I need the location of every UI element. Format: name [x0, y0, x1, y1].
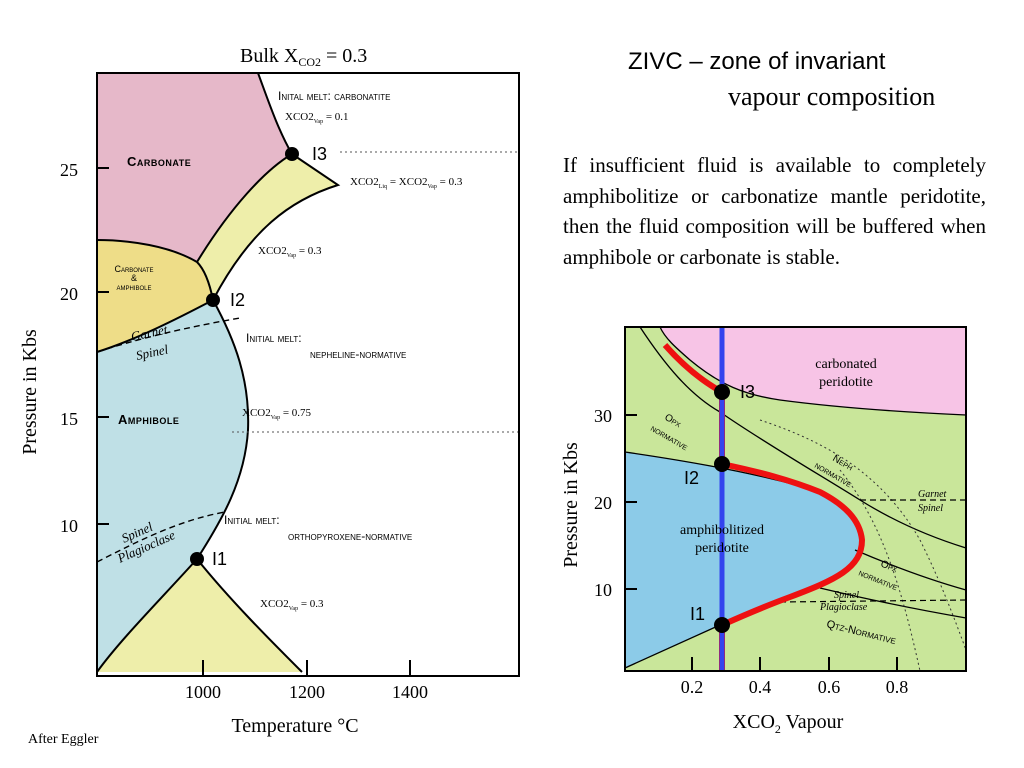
right-x-tick-label-06: 0.6 [818, 677, 841, 697]
left-x-tick-label-1000: 1000 [185, 682, 221, 702]
left-y-tick-label-10: 10 [60, 516, 78, 536]
right-carbonated-label-1: carbonated [815, 357, 876, 372]
left-x-tick-label-1400: 1400 [392, 682, 428, 702]
right-opx-top-line [639, 326, 967, 549]
right-spinel-label: Spinel [918, 503, 943, 514]
left-carb-amph-label-2: & [131, 273, 137, 283]
left-melt-nepheline-1: Initial melt: [246, 331, 302, 345]
left-y-tick-label-15: 15 [60, 409, 78, 429]
left-i2-label: I2 [230, 290, 245, 310]
left-point-i1 [190, 552, 204, 566]
title-line1: ZIVC – zone of invariant [628, 46, 885, 76]
right-amphibolitized-label-2: peridotite [695, 541, 749, 556]
left-y-tick-label-20: 20 [60, 284, 78, 304]
right-amphibolitized-field [625, 452, 862, 668]
left-xco2-03-low: XCO2Vap = 0.3 [260, 598, 324, 612]
right-amphibole-lower-boundary [624, 624, 721, 669]
left-y-axis-label: Pressure in Kbs [19, 329, 41, 455]
left-spinel-label: Spinel [135, 341, 170, 363]
right-point-i3 [714, 384, 730, 400]
right-carbonated-boundary [659, 326, 967, 416]
left-amphibole-solidus [196, 299, 250, 560]
left-y-tick-label-25: 25 [60, 160, 78, 180]
right-carbonated-label-2: peridotite [819, 375, 873, 390]
left-phase-diagram: Bulk XCO2 = 0.3 1000 1200 1400 25 20 15 … [19, 45, 520, 737]
right-amphibolitized-label-1: amphibolitized [680, 523, 764, 538]
right-point-i1 [714, 617, 730, 633]
left-carbonate-field [97, 73, 292, 262]
left-upper-melt-field [197, 154, 338, 300]
left-xco2-075: XCO2Vap = 0.75 [242, 407, 312, 421]
left-melt-opx-1: Initial melt: [224, 513, 280, 527]
right-point-i2 [714, 456, 730, 472]
right-garnet-label: Garnet [918, 489, 947, 500]
right-plagioclase-label: Plagioclase [819, 602, 868, 613]
title-line2: vapour composition [728, 82, 936, 111]
left-i1-label: I1 [212, 549, 227, 569]
right-i2-label: I2 [684, 468, 699, 488]
left-carbonate-melt-boundary [196, 153, 293, 263]
right-x-tick-label-02: 0.2 [681, 677, 704, 697]
right-opx-qtz-line [819, 587, 967, 619]
credit-text: After Eggler [28, 732, 99, 747]
left-xco2-03-mid: XCO2Vap = 0.3 [258, 245, 322, 259]
left-x-axis-label: Temperature °C [231, 715, 358, 737]
left-xco2-01: XCO2Vap = 0.1 [285, 111, 349, 125]
left-melt-nepheline-2: nepheline-normative [310, 347, 406, 361]
right-y-tick-label-10: 10 [594, 580, 612, 600]
left-xco2-liq-vap: XCO2Liq = XCO2Vap = 0.3 [350, 176, 463, 190]
right-spinel-low-label: Spinel [834, 590, 859, 601]
left-melt-carbonatite: Inital melt: carbonatite [278, 89, 390, 103]
left-amphibole-label: Amphibole [118, 412, 179, 427]
left-carbonate-label: Carbonate [127, 154, 191, 169]
right-x-tick-label-04: 0.4 [749, 677, 772, 697]
right-y-tick-label-20: 20 [594, 493, 612, 513]
left-carbonate-amphibole-field [97, 240, 213, 352]
right-dotted-line-1 [759, 419, 967, 651]
description-paragraph: If insufficient fluid is available to co… [563, 153, 986, 269]
right-phase-diagram: I3 I2 I1 carbonated peridotite amphiboli… [560, 326, 967, 736]
left-carb-amph-top-boundary [96, 239, 214, 301]
left-point-i3 [285, 147, 299, 161]
left-point-i2 [206, 293, 220, 307]
left-spinel-plagioclase-line [96, 511, 226, 563]
right-x-axis-label: XCO2 Vapour [733, 711, 844, 736]
right-x-tick-label-08: 0.8 [886, 677, 909, 697]
left-x-tick-label-1200: 1200 [289, 682, 325, 702]
left-title: Bulk XCO2 = 0.3 [240, 45, 367, 69]
left-i3-right-boundary [212, 153, 341, 301]
right-neph-opx-line [854, 549, 967, 591]
left-lower-boundary-left [96, 558, 198, 673]
right-y-axis-label: Pressure in Kbs [560, 442, 582, 568]
left-garnet-spinel-line [96, 317, 241, 353]
left-amphibole-field [97, 300, 249, 672]
left-i3-label: I3 [312, 144, 327, 164]
left-carb-amph-label-3: amphibole [116, 282, 151, 292]
left-melt-opx-2: orthopyroxene-normative [288, 529, 412, 543]
right-y-tick-label-30: 30 [594, 406, 612, 426]
right-spinel-plag-line [779, 599, 967, 603]
left-lower-boundary-right [196, 558, 303, 673]
left-carb-amph-label-1: Carbonate [114, 264, 153, 274]
left-carbonatite-boundary [257, 72, 293, 155]
right-dotted-line-2 [839, 469, 921, 672]
right-i3-label: I3 [740, 382, 755, 402]
right-carbonated-field [660, 327, 966, 415]
right-plot-frame [624, 326, 967, 672]
title-line1-text: ZIVC – zone of invariant [628, 48, 886, 75]
right-i1-label: I1 [690, 604, 705, 624]
left-lower-melt-field [97, 559, 302, 672]
